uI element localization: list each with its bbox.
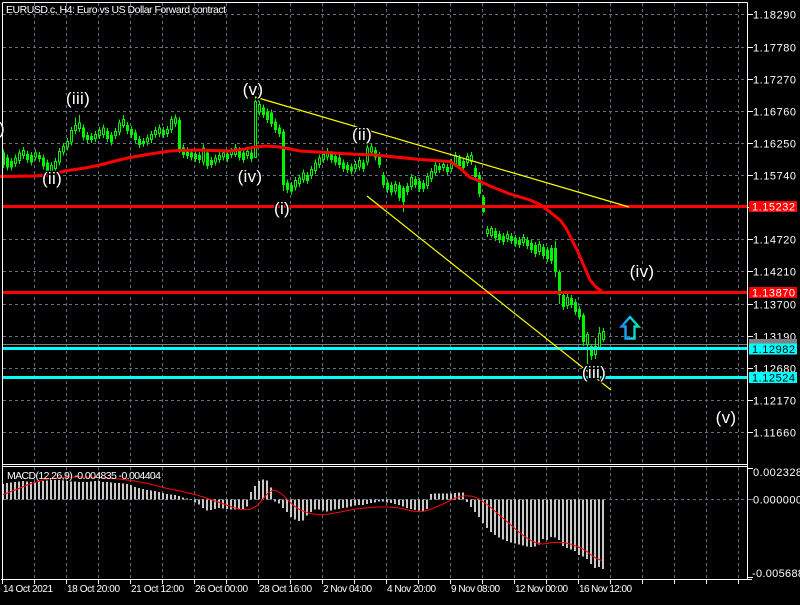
svg-text:1.17780: 1.17780	[753, 43, 796, 55]
svg-text:1.13700: 1.13700	[753, 300, 796, 312]
svg-text:1.15232: 1.15232	[752, 202, 795, 214]
svg-text:14 Oct 2021: 14 Oct 2021	[3, 584, 53, 595]
svg-text:1.18290: 1.18290	[753, 10, 796, 22]
svg-text:(i): (i)	[274, 199, 290, 218]
svg-text:4 Nov 20:00: 4 Nov 20:00	[387, 584, 436, 595]
svg-text:0.000000: 0.000000	[753, 495, 800, 507]
svg-text:1.14720: 1.14720	[753, 235, 796, 247]
svg-text:1.11660: 1.11660	[753, 428, 796, 440]
svg-text:28 Oct 16:00: 28 Oct 16:00	[259, 584, 312, 595]
svg-text:1.15740: 1.15740	[753, 171, 796, 183]
svg-text:(v): (v)	[243, 80, 264, 99]
svg-text:(v): (v)	[716, 408, 737, 427]
svg-text:2 Nov 04:00: 2 Nov 04:00	[323, 584, 372, 595]
svg-text:1.12982: 1.12982	[752, 344, 795, 356]
svg-text:1.12170: 1.12170	[753, 396, 796, 408]
svg-text:1.13870: 1.13870	[752, 288, 795, 300]
svg-text:9 Nov 08:00: 9 Nov 08:00	[451, 584, 500, 595]
svg-text:EURUSD.c, H4: Euro vs US Doll: EURUSD.c, H4: Euro vs US Dollar Forward …	[6, 4, 226, 16]
svg-text:-0.005688: -0.005688	[752, 568, 800, 580]
svg-text:1.17270: 1.17270	[753, 75, 796, 87]
svg-text:1.12524: 1.12524	[752, 373, 795, 385]
svg-text:1.16760: 1.16760	[753, 107, 796, 119]
svg-text:(iii): (iii)	[582, 363, 606, 382]
svg-text:(iv): (iv)	[238, 167, 263, 186]
svg-text:1.14210: 1.14210	[753, 267, 796, 279]
svg-text:MACD(12,26,9) -0.004835 -0.004: MACD(12,26,9) -0.004835 -0.004404	[7, 470, 161, 482]
svg-text:(ii): (ii)	[352, 125, 372, 144]
svg-text:0.002328: 0.002328	[753, 467, 800, 479]
svg-text:18 Oct 20:00: 18 Oct 20:00	[67, 584, 120, 595]
svg-text:(iv): (iv)	[630, 262, 655, 281]
svg-text:1.16250: 1.16250	[753, 139, 796, 151]
svg-text:(ii): (ii)	[42, 169, 62, 188]
svg-text:16 Nov 12:00: 16 Nov 12:00	[579, 584, 632, 595]
svg-text:21 Oct 12:00: 21 Oct 12:00	[131, 584, 184, 595]
svg-text:26 Oct 00:00: 26 Oct 00:00	[195, 584, 248, 595]
svg-text:12 Nov 00:00: 12 Nov 00:00	[515, 584, 568, 595]
svg-text:(iii): (iii)	[66, 89, 90, 108]
